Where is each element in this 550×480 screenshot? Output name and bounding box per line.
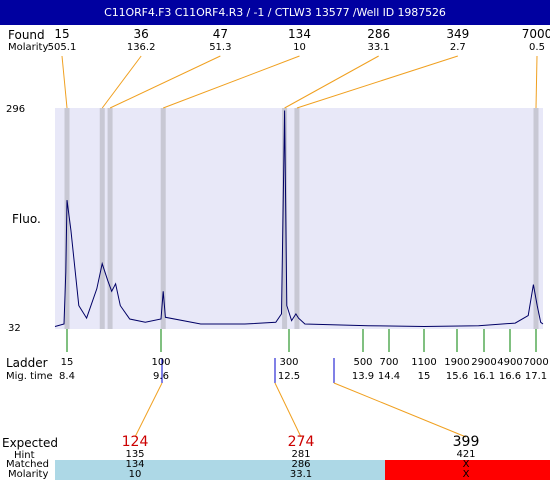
- found-size: 134: [288, 27, 311, 41]
- found-molarity: 2.7: [449, 42, 466, 53]
- matched-row-bg-miss: [385, 460, 550, 480]
- ladder-size: 15: [60, 357, 74, 368]
- expected-connector: [333, 382, 467, 438]
- ladder-mig-time: 16.6: [498, 371, 522, 382]
- ladder-mig-time: 17.1: [524, 371, 548, 382]
- found-size: 36: [133, 27, 149, 41]
- expected-molarity: 33.1: [289, 469, 313, 480]
- found-connector: [61, 55, 68, 109]
- found-molarity: 33.1: [367, 42, 390, 53]
- expected-value: 399: [452, 434, 480, 450]
- expected-hint: 281: [291, 449, 311, 460]
- fluorescence-trace: [54, 110, 544, 328]
- ladder-size: 1100: [411, 357, 437, 368]
- ladder-mig-time: 9.6: [153, 371, 169, 382]
- found-connector: [101, 55, 142, 109]
- found-molarity: 0.5: [529, 42, 545, 53]
- ladder-label: Ladder: [6, 356, 48, 370]
- expected-connector: [134, 382, 163, 438]
- expected-value: 124: [121, 434, 149, 450]
- ladder-size: 1900: [444, 357, 470, 368]
- found-size: 47: [212, 27, 228, 41]
- y-min-label: 32: [8, 323, 21, 334]
- found-molarity: 505.1: [47, 42, 77, 53]
- peak-band: [533, 108, 539, 329]
- expected-matched: 134: [125, 459, 145, 470]
- expected-matched: 286: [291, 459, 311, 470]
- ladder-mig-time: 15: [417, 371, 431, 382]
- found-connector: [284, 55, 379, 109]
- mig-time-label: Mig. time: [6, 371, 53, 382]
- expected-hint: 135: [125, 449, 145, 460]
- expected-molarity: X: [462, 469, 470, 480]
- ladder-mig-time: 12.5: [277, 371, 301, 382]
- found-connector: [296, 55, 458, 109]
- y-axis-label: Fluo.: [12, 212, 41, 226]
- found-label: Found: [8, 28, 45, 42]
- molarity-label: Molarity: [8, 42, 49, 53]
- found-connector: [535, 55, 538, 109]
- ladder-mig-time: 8.4: [59, 371, 75, 382]
- ladder-size: 7000: [523, 357, 549, 368]
- found-connector: [163, 55, 300, 109]
- peak-band: [294, 108, 300, 329]
- peak-band: [107, 108, 113, 329]
- found-molarity: 10: [293, 42, 306, 53]
- ladder-mig-time: 14.4: [377, 371, 401, 382]
- ladder-size: 2900: [471, 357, 497, 368]
- chart-title: C11ORF4.F3 C11ORF4.R3 / -1 / CTLW3 13577…: [0, 0, 550, 25]
- found-size: 7000: [521, 27, 550, 41]
- found-connector: [109, 55, 221, 109]
- ladder-mig-time: 15.6: [445, 371, 469, 382]
- expected-value: 274: [287, 434, 315, 450]
- found-molarity: 136.2: [126, 42, 156, 53]
- ladder-size: 700: [379, 357, 399, 368]
- found-size: 286: [367, 27, 391, 41]
- found-molarity: 51.3: [209, 42, 232, 53]
- found-size: 349: [446, 27, 470, 41]
- matched-label: Matched: [6, 459, 50, 470]
- ladder-size: 100: [151, 357, 171, 368]
- y-max-label: 296: [6, 104, 26, 115]
- expected-molarity: 10: [128, 469, 142, 480]
- expected-connector: [274, 382, 302, 438]
- ladder-size: 500: [353, 357, 373, 368]
- ladder-mig-time: 16.1: [472, 371, 496, 382]
- ladder-size: 300: [279, 357, 299, 368]
- peak-band: [282, 108, 288, 329]
- expected-hint: 421: [456, 449, 476, 460]
- matched-row-bg-ok: [55, 460, 385, 480]
- found-size: 15: [54, 27, 70, 41]
- hint-label: Hint: [14, 450, 35, 461]
- expected-matched: X: [462, 459, 470, 470]
- ladder-mig-time: 13.9: [351, 371, 375, 382]
- peak-band: [99, 108, 105, 329]
- expected-label: Expected: [2, 436, 58, 450]
- molarity-bottom-label: Molarity: [8, 469, 49, 480]
- ladder-size: 4900: [497, 357, 523, 368]
- peak-band: [160, 108, 166, 329]
